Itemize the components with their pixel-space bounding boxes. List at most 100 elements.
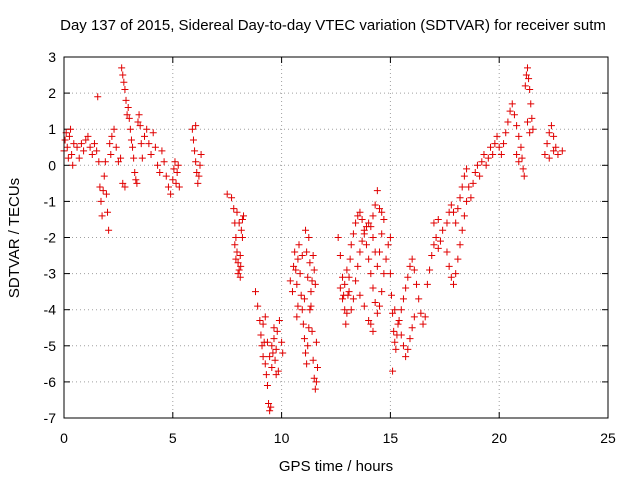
data-point: [342, 320, 350, 328]
data-point: [136, 122, 144, 130]
x-tick-label: 5: [169, 430, 177, 446]
data-point: [371, 298, 379, 306]
data-point: [527, 100, 535, 108]
data-point: [132, 176, 140, 184]
x-axis-label: GPS time / hours: [279, 458, 393, 475]
data-point: [173, 169, 181, 177]
data-point: [415, 295, 423, 303]
data-point: [126, 125, 134, 133]
x-tick-label: 15: [383, 430, 399, 446]
data-point: [369, 212, 377, 220]
data-point: [369, 284, 377, 292]
data-point: [447, 273, 455, 281]
data-point: [510, 111, 518, 119]
data-point: [231, 241, 239, 249]
data-point: [526, 85, 534, 93]
data-point: [73, 143, 81, 151]
data-point: [528, 114, 536, 122]
data-point: [343, 309, 351, 317]
data-point: [105, 226, 113, 234]
data-point: [463, 165, 471, 173]
data-point: [193, 169, 201, 177]
data-point: [465, 183, 473, 191]
data-point: [402, 353, 410, 361]
data-point: [545, 154, 553, 162]
data-point: [484, 154, 492, 162]
data-point: [371, 201, 379, 209]
data-point: [100, 172, 108, 180]
data-point: [232, 255, 240, 263]
data-point: [194, 179, 202, 187]
data-point: [122, 96, 130, 104]
data-point: [267, 403, 275, 411]
data-point: [127, 136, 135, 144]
data-point: [395, 317, 403, 325]
data-point: [356, 208, 364, 216]
data-point: [458, 183, 466, 191]
data-point: [141, 132, 149, 140]
data-point: [391, 338, 399, 346]
data-point: [158, 147, 166, 155]
data-point: [369, 327, 377, 335]
data-point: [263, 338, 271, 346]
data-point: [378, 208, 386, 216]
data-point: [382, 255, 390, 263]
data-point: [299, 320, 307, 328]
data-point: [307, 302, 315, 310]
data-point: [360, 230, 368, 238]
data-point: [558, 147, 566, 155]
data-point: [423, 280, 431, 288]
data-point: [349, 230, 357, 238]
data-point: [518, 154, 526, 162]
data-point: [251, 288, 259, 296]
y-tick-label: -3: [44, 266, 57, 282]
data-point: [261, 313, 269, 321]
data-point: [336, 284, 344, 292]
data-point: [365, 219, 373, 227]
data-point: [339, 295, 347, 303]
x-tick-label: 10: [274, 430, 290, 446]
data-point: [408, 324, 416, 332]
data-point: [121, 85, 129, 93]
data-point: [272, 371, 280, 379]
data-point: [554, 150, 562, 158]
data-point: [82, 136, 90, 144]
data-point: [188, 125, 196, 133]
data-point: [454, 255, 462, 263]
data-point: [352, 219, 360, 227]
data-point: [93, 147, 101, 155]
data-point: [360, 302, 368, 310]
data-point: [489, 150, 497, 158]
data-point: [309, 252, 317, 260]
data-point: [145, 140, 153, 148]
data-point: [233, 248, 241, 256]
data-point: [137, 140, 145, 148]
data-point: [513, 150, 521, 158]
data-point: [268, 363, 276, 371]
data-point: [134, 118, 142, 126]
data-point: [402, 284, 410, 292]
data-point: [314, 363, 322, 371]
data-point: [308, 327, 316, 335]
data-point: [547, 122, 555, 130]
data-point: [450, 280, 458, 288]
data-point: [347, 306, 355, 314]
data-point: [104, 208, 112, 216]
data-point: [129, 143, 137, 151]
data-point: [119, 179, 127, 187]
data-point: [460, 212, 468, 220]
data-point: [311, 385, 319, 393]
data-point: [274, 367, 282, 375]
data-point: [378, 288, 386, 296]
data-point: [234, 259, 242, 267]
data-point: [380, 270, 388, 278]
data-point: [417, 309, 425, 317]
data-point: [552, 143, 560, 151]
data-point: [506, 107, 514, 115]
data-point: [443, 248, 451, 256]
data-point: [454, 205, 462, 213]
data-point: [354, 262, 362, 270]
data-point: [236, 252, 244, 260]
data-point: [300, 335, 308, 343]
